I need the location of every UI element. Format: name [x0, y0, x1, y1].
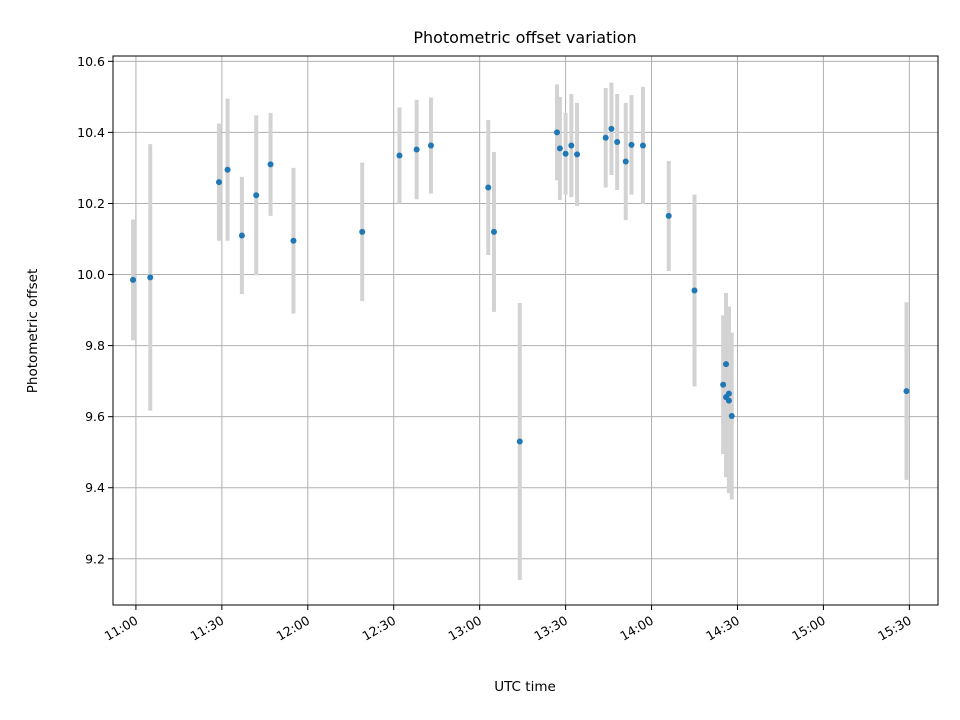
- data-point: [485, 184, 492, 191]
- y-axis-label: Photometric offset: [25, 269, 41, 393]
- data-point: [147, 274, 154, 281]
- data-point: [903, 388, 910, 395]
- data-point: [253, 192, 260, 199]
- x-axis-label: UTC time: [494, 679, 556, 695]
- data-point: [130, 276, 137, 283]
- grid-lines: [113, 56, 938, 605]
- y-tick-label: 10.2: [77, 196, 105, 211]
- y-tick-label: 9.6: [85, 409, 105, 424]
- chart-title: Photometric offset variation: [413, 28, 636, 47]
- y-tick-label: 9.8: [85, 338, 105, 353]
- y-tick-label: 10.4: [77, 125, 105, 140]
- data-point: [215, 179, 222, 186]
- data-point: [725, 397, 732, 404]
- y-tick-label: 10.6: [77, 54, 105, 69]
- data-point: [602, 134, 609, 141]
- data-point: [413, 146, 420, 153]
- data-point: [556, 145, 563, 152]
- data-point: [396, 152, 403, 159]
- data-point: [516, 438, 523, 445]
- data-point: [628, 141, 635, 148]
- data-point: [490, 228, 497, 235]
- y-tick-label: 9.4: [85, 480, 105, 495]
- y-tick-label: 9.2: [85, 551, 105, 566]
- data-point: [554, 129, 561, 136]
- data-point: [238, 232, 245, 239]
- data-point: [614, 138, 621, 145]
- data-point: [728, 412, 735, 419]
- data-point: [639, 142, 646, 149]
- data-point: [568, 142, 575, 149]
- data-point: [267, 161, 274, 168]
- data-point: [427, 142, 434, 149]
- y-tick-label: 10.0: [77, 267, 105, 282]
- data-point: [359, 228, 366, 235]
- data-point: [562, 150, 569, 157]
- data-point: [723, 361, 730, 368]
- y-axis-ticks: 9.2 9.4 9.6 9.8 10.0 10.2 10.4 10.6: [77, 54, 113, 566]
- data-point: [622, 158, 629, 165]
- data-point: [725, 390, 732, 397]
- data-point: [665, 212, 672, 219]
- data-point: [691, 287, 698, 294]
- data-point: [720, 381, 727, 388]
- data-point: [608, 125, 615, 132]
- data-point: [290, 237, 297, 244]
- plot-frame: [112, 55, 939, 606]
- data-points: [130, 125, 910, 445]
- data-point: [574, 151, 581, 158]
- data-point: [224, 166, 231, 173]
